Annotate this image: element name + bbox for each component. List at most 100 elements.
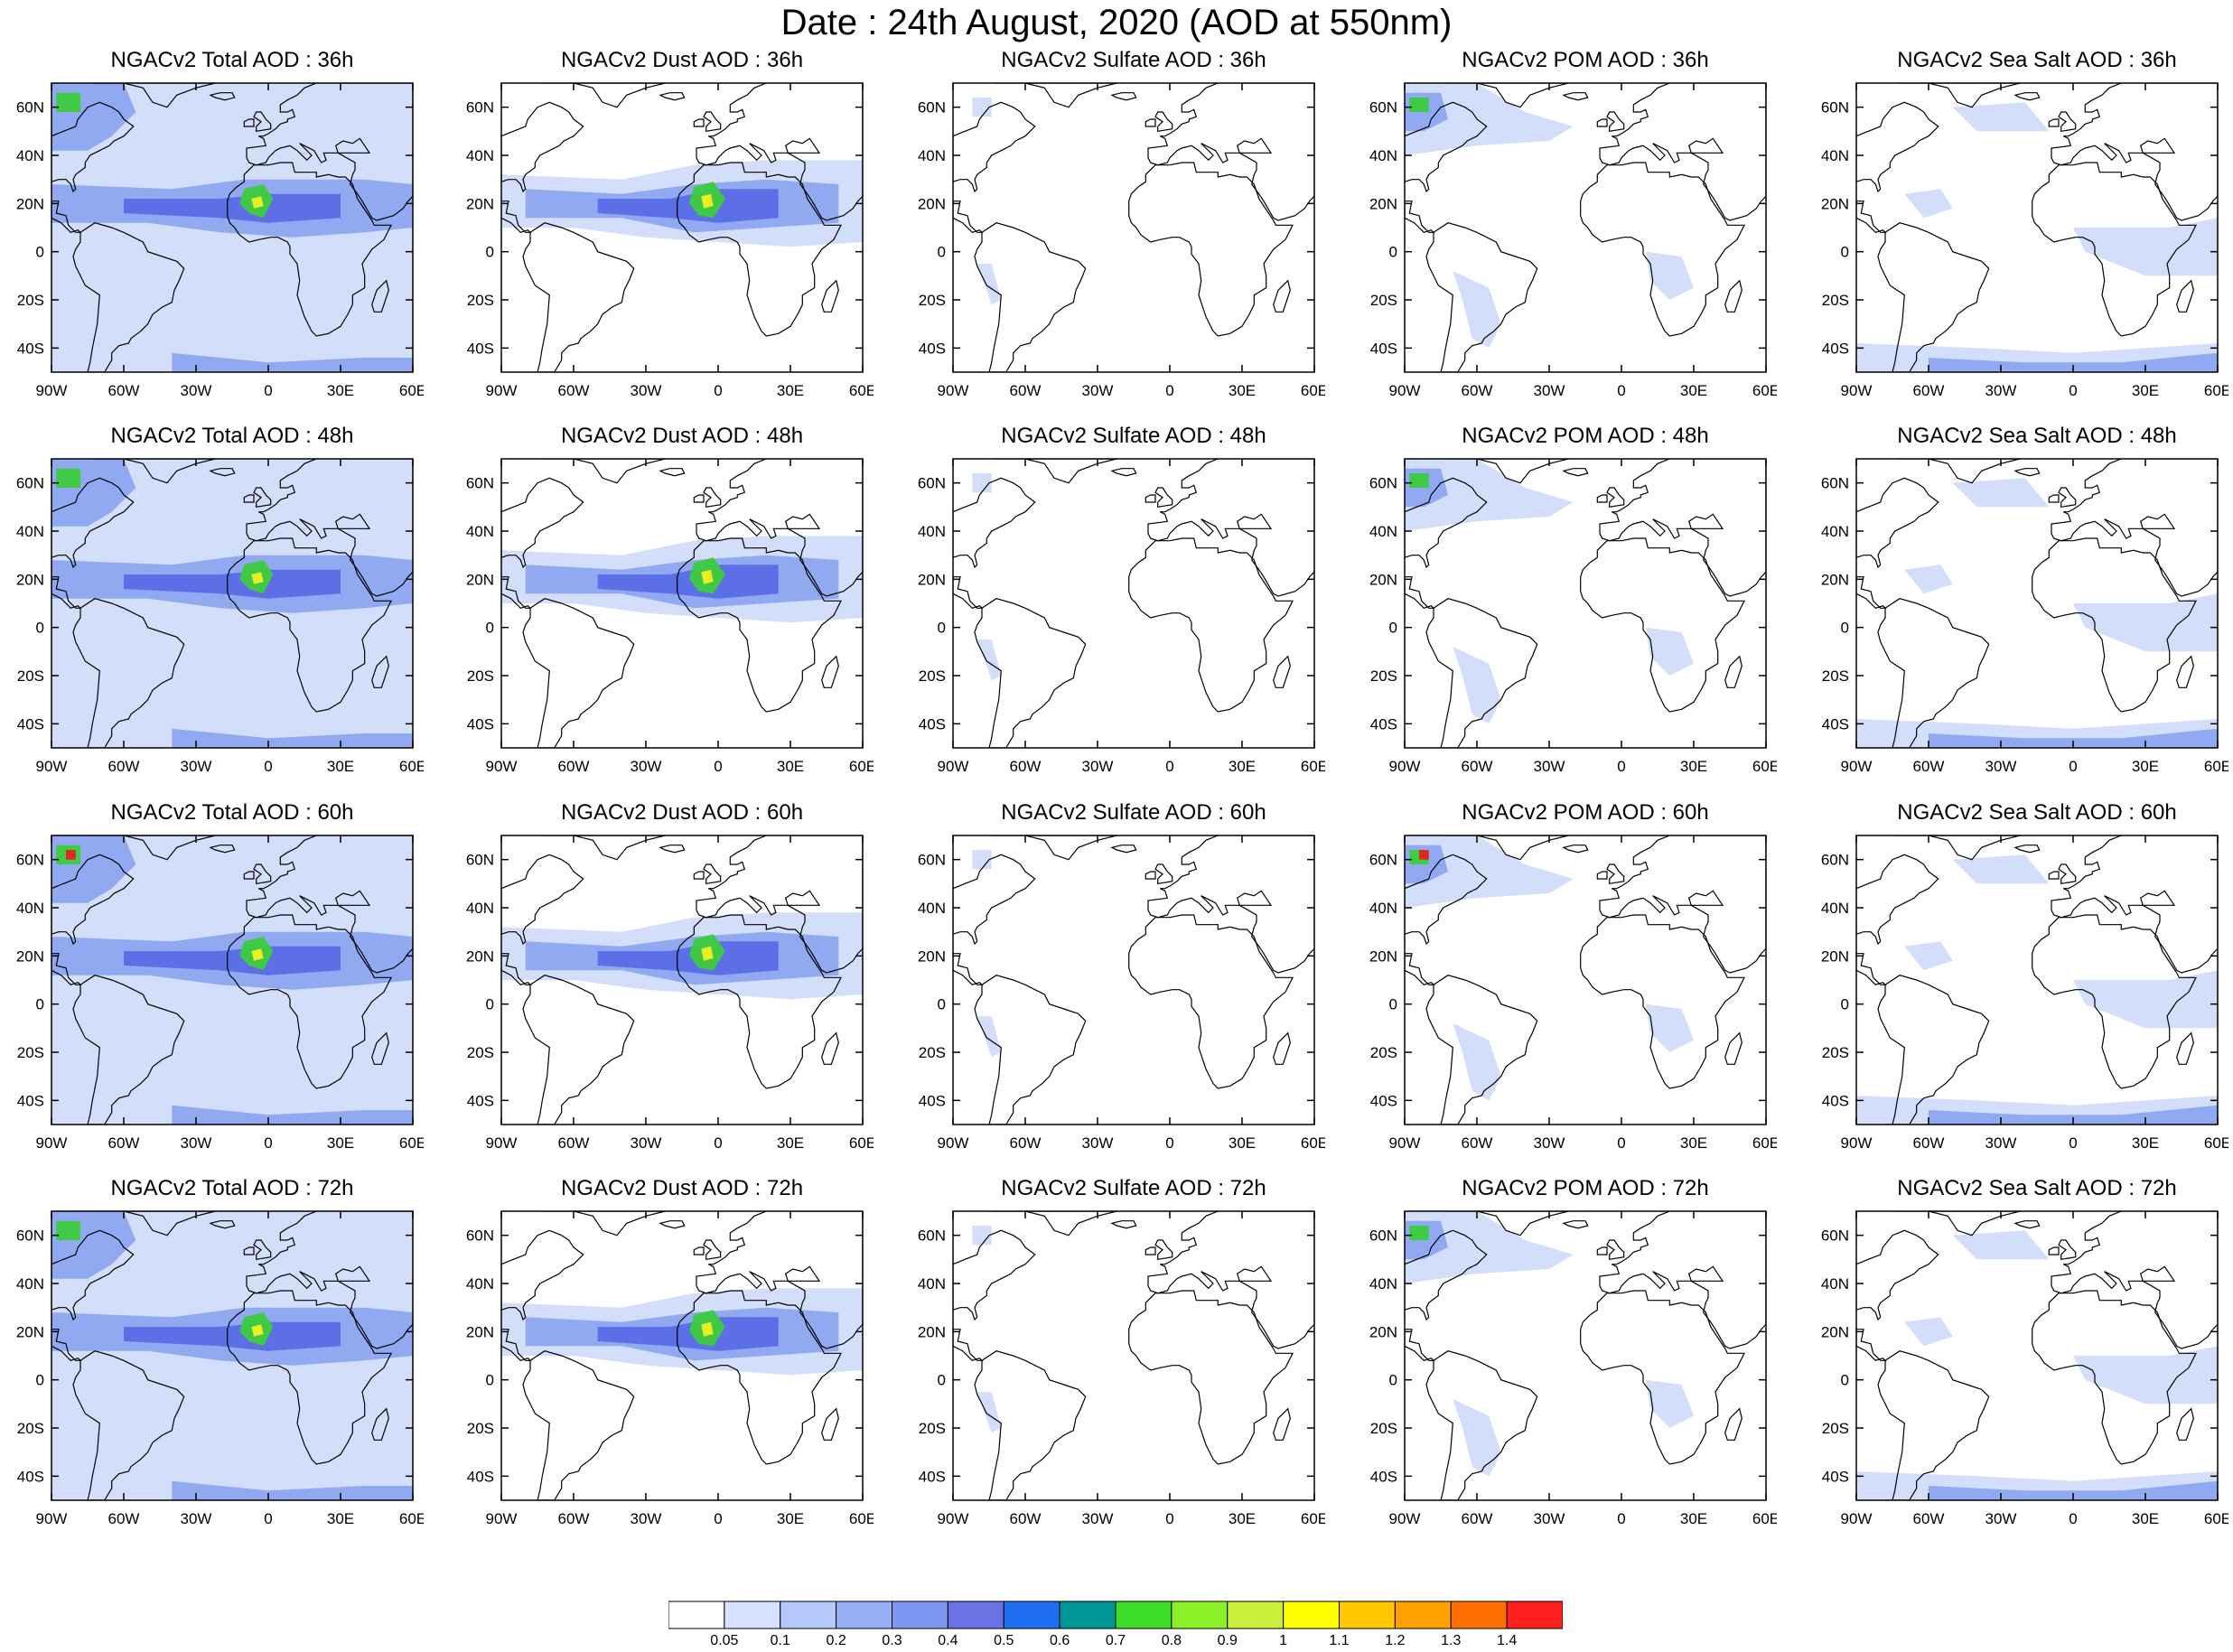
coastline-central-america <box>501 201 532 233</box>
coastline-africa <box>677 914 842 1089</box>
lat-tick-label: 40N <box>1821 900 1849 917</box>
coastline-africa <box>677 1290 842 1465</box>
lon-tick-label: 30E <box>2132 1510 2159 1527</box>
coastline-madagascar <box>1273 279 1291 313</box>
colorbar-swatch <box>1059 1601 1116 1629</box>
aerosol-plume <box>597 189 779 223</box>
coastline-great-britain <box>2058 111 2077 133</box>
aerosol-plume <box>1645 1379 1694 1428</box>
lon-tick-label: 30W <box>631 1510 662 1527</box>
coastline-ireland <box>1596 494 1608 503</box>
map-layers <box>953 83 1314 372</box>
coastline-iceland <box>1562 92 1589 101</box>
map-layers <box>501 459 863 748</box>
lon-tick-label: 60E <box>2204 1510 2228 1527</box>
coastline-ireland <box>2048 1246 2060 1255</box>
aerosol-plume <box>1952 478 2050 508</box>
lat-tick-label: 0 <box>486 620 494 637</box>
coastline-eurasia <box>2051 459 2218 597</box>
aerosol-plume <box>251 948 264 961</box>
coastline-africa <box>1128 914 1294 1089</box>
lon-tick-label: 30E <box>777 382 804 399</box>
aerosol-plume <box>1453 647 1501 724</box>
lat-tick-label: 20S <box>1822 292 1849 309</box>
aerosol-plume <box>1904 189 1953 219</box>
map-layers <box>51 83 413 372</box>
map-layers <box>501 83 863 372</box>
coastline-madagascar <box>1724 1407 1742 1441</box>
aod-map: 90W 60W 30W 0 30E 60E 60N 40N 20N 0 20S 40S <box>466 82 874 399</box>
coastline-ireland <box>693 1246 705 1255</box>
colorbar-label: 0.9 <box>1217 1633 1238 1648</box>
lat-tick-label: 60N <box>1369 1227 1397 1245</box>
lat-tick-label: 0 <box>36 996 44 1013</box>
lon-tick-label: 90W <box>1389 382 1421 399</box>
colorbar-label: 1 <box>1279 1633 1288 1648</box>
map-panel-pom-3: NGACv2 POM AOD : 72h 90W 60W 30W 0 30E 60E 60N 4… <box>1352 1175 1777 1545</box>
lon-tick-label: 30W <box>1534 758 1565 775</box>
lat-tick-label: 40N <box>1821 523 1849 540</box>
lat-tick-label: 40N <box>918 900 946 917</box>
lon-tick-label: 60E <box>1752 1510 1777 1527</box>
lat-tick-label: 0 <box>1841 620 1849 637</box>
lat-tick-label: 40N <box>466 523 494 540</box>
aerosol-plume <box>1419 850 1429 860</box>
map-frame <box>952 1210 1315 1501</box>
coastline-iceland <box>1562 845 1589 854</box>
lon-tick-label: 60E <box>1301 1134 1325 1152</box>
map-frame <box>51 835 414 1125</box>
coastline-north-america <box>1405 1229 1488 1321</box>
lon-tick-label: 0 <box>2069 1134 2077 1152</box>
colorbar-label: 0.4 <box>938 1633 958 1648</box>
coastline-central-america <box>51 576 82 609</box>
aerosol-plume <box>701 946 714 961</box>
lon-tick-label: 60W <box>108 1134 140 1152</box>
panel-title: NGACv2 Sulfate AOD : 36h <box>1001 48 1266 72</box>
aod-map: 90W 60W 30W 0 30E 60E 60N 40N 20N 0 20S 40S <box>1821 835 2228 1152</box>
coastline-eurasia <box>1599 459 1766 597</box>
lat-tick-label: 0 <box>1389 996 1397 1013</box>
map-frame <box>1855 1210 2219 1501</box>
lon-tick-label: 30W <box>181 758 212 775</box>
lat-tick-label: 20N <box>1821 571 1849 588</box>
map-layers <box>501 1211 863 1500</box>
lat-tick-label: 20S <box>1822 1044 1849 1061</box>
lon-tick-label: 90W <box>486 758 518 775</box>
coastline-central-america <box>1405 576 1435 609</box>
lat-tick-label: 20S <box>467 1420 494 1437</box>
map-panel-sulfate-3: NGACv2 Sulfate AOD : 72h 90W 60W 30W 0 30E 60E… <box>901 1175 1325 1545</box>
lon-tick-label: 0 <box>714 382 722 399</box>
coastline-ireland <box>243 494 255 503</box>
aerosol-plume <box>56 1220 80 1240</box>
lat-tick-label: 20N <box>918 1323 946 1340</box>
coastline-iceland <box>209 468 236 477</box>
aod-map: 90W 60W 30W 0 30E 60E 60N 40N 20N 0 20S 40S <box>16 458 424 775</box>
lat-tick-label: 20S <box>1822 1420 1849 1437</box>
coastline-madagascar <box>1724 279 1742 313</box>
lat-tick-label: 20S <box>1370 667 1397 685</box>
coastline-greenland <box>92 1211 216 1237</box>
lon-tick-label: 60W <box>1010 758 1042 775</box>
colorbar-swatch <box>892 1601 948 1629</box>
lon-tick-label: 60W <box>1462 1134 1493 1152</box>
colorbar-label: 0.05 <box>710 1633 739 1648</box>
lat-tick-label: 0 <box>1389 620 1397 637</box>
lat-tick-label: 0 <box>486 996 494 1013</box>
lon-tick-label: 30W <box>1082 758 1114 775</box>
lon-tick-label: 60E <box>1752 382 1777 399</box>
coastline-central-america <box>1856 576 1887 609</box>
lon-tick-label: 60W <box>558 1510 590 1527</box>
coastline-greenland <box>1445 835 1569 861</box>
lat-tick-label: 40S <box>919 340 946 357</box>
lat-tick-label: 40S <box>1370 715 1397 733</box>
lat-tick-label: 40N <box>918 147 946 164</box>
colorbar-label: 1.2 <box>1385 1633 1406 1648</box>
coastline-eurasia <box>1147 459 1314 597</box>
coastline-great-britain <box>2058 487 2077 509</box>
lon-tick-label: 0 <box>264 382 272 399</box>
coastline-central-america <box>51 201 82 233</box>
coastline-greenland <box>1445 459 1569 484</box>
colorbar-label: 0.1 <box>770 1633 790 1648</box>
lat-tick-label: 20N <box>1369 571 1397 588</box>
map-layers <box>51 1211 413 1500</box>
